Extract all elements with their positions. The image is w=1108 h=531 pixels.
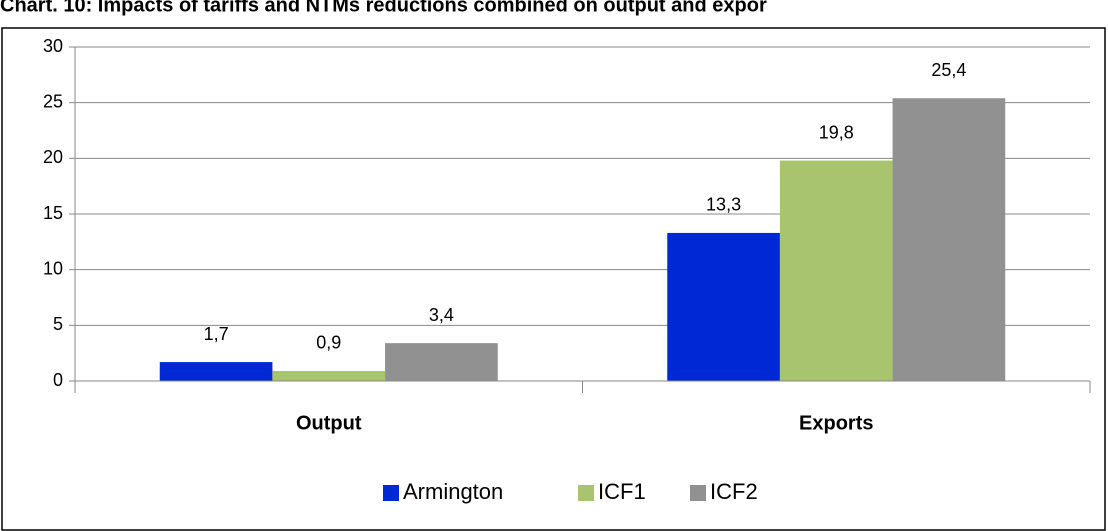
bar: [667, 232, 780, 381]
legend-label: ICF1: [598, 479, 646, 504]
x-tick-label: Exports: [799, 412, 873, 434]
bar: [892, 98, 1006, 382]
y-tick-label: 0: [53, 370, 63, 390]
y-tick-label: 25: [43, 91, 63, 111]
value-label: 1,7: [204, 324, 229, 344]
bar: [272, 370, 386, 381]
bar: [779, 160, 893, 381]
value-label: 0,9: [316, 333, 341, 353]
y-tick-label: 15: [43, 203, 63, 223]
value-label: 3,4: [429, 305, 454, 325]
value-label: 25,4: [931, 60, 966, 80]
x-tick-label: Output: [296, 412, 362, 434]
legend-swatch: [578, 485, 594, 501]
value-label: 19,8: [819, 122, 854, 142]
bar: [385, 343, 498, 381]
y-tick-label: 20: [43, 147, 63, 167]
chart-title: Chart. 10: Impacts of tariffs and NTMs r…: [0, 0, 767, 16]
legend-label: Armington: [403, 479, 503, 504]
legend-swatch: [690, 485, 706, 501]
y-tick-label: 10: [43, 258, 63, 278]
y-tick-label: 5: [53, 314, 63, 334]
y-tick-label: 30: [43, 36, 63, 56]
legend-label: ICF2: [710, 479, 758, 504]
legend-swatch: [383, 485, 399, 501]
bar: [159, 362, 273, 381]
value-label: 13,3: [706, 195, 741, 215]
